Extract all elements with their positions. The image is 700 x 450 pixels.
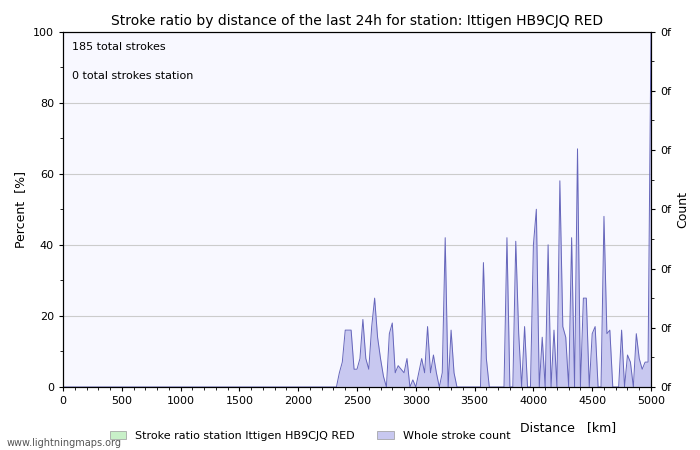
Legend: Stroke ratio station Ittigen HB9CJQ RED, Whole stroke count: Stroke ratio station Ittigen HB9CJQ RED,… [105,427,514,446]
Text: 185 total strokes: 185 total strokes [72,42,165,52]
Text: www.lightningmaps.org: www.lightningmaps.org [7,438,122,448]
Text: Distance   [km]: Distance [km] [520,421,616,434]
Text: 0 total strokes station: 0 total strokes station [72,71,193,81]
Y-axis label: Percent  [%]: Percent [%] [15,171,27,248]
Y-axis label: Count: Count [677,191,690,228]
Title: Stroke ratio by distance of the last 24h for station: Ittigen HB9CJQ RED: Stroke ratio by distance of the last 24h… [111,14,603,27]
